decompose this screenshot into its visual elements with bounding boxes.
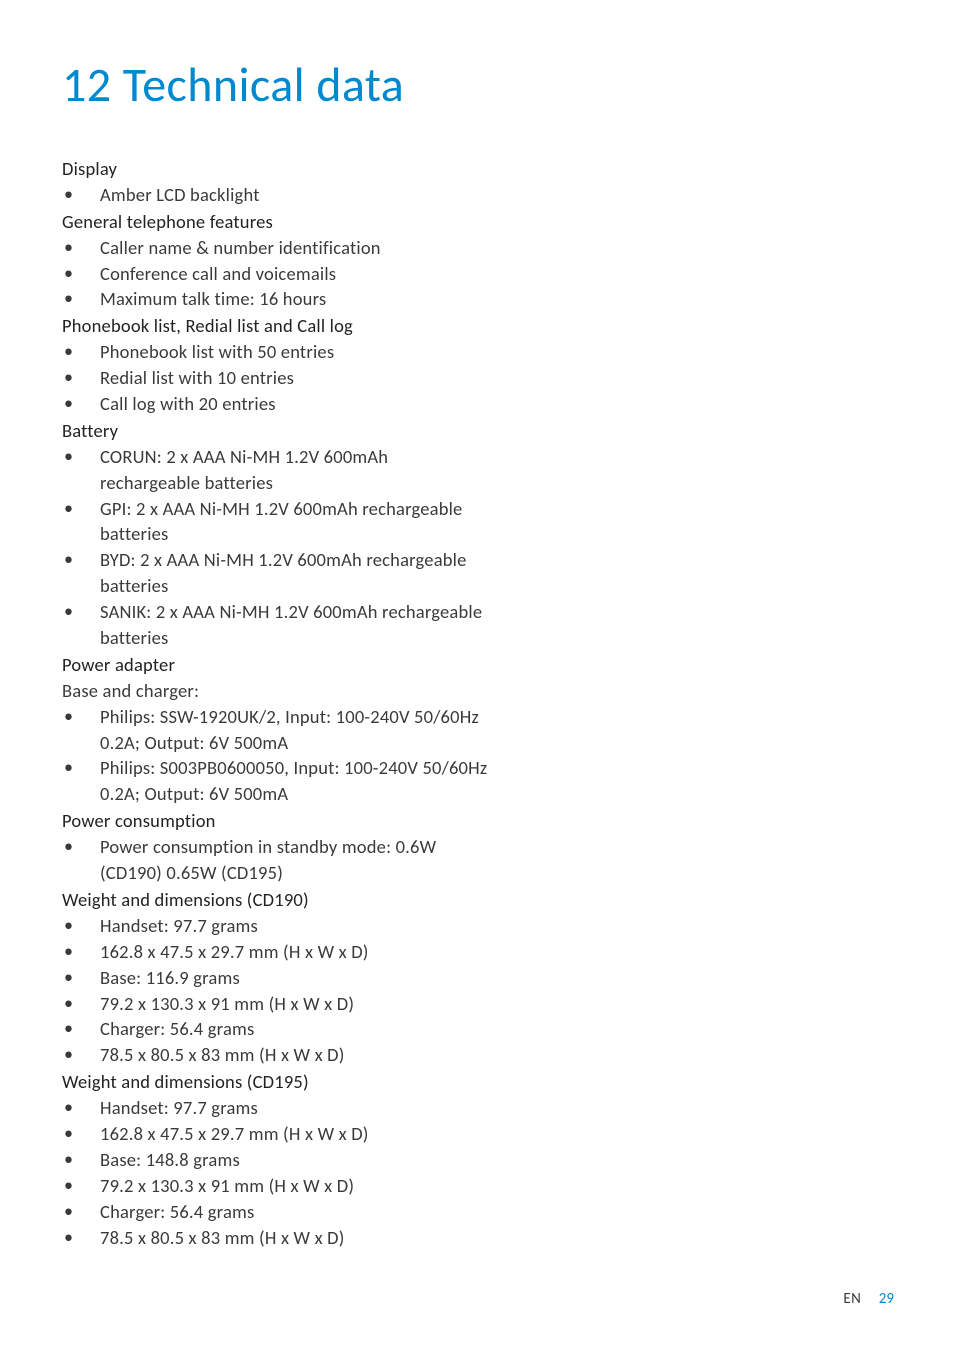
list-item: Caller name & number identification: [62, 235, 492, 261]
footer-page-number: 29: [879, 1290, 894, 1308]
section-heading: Phonebook list, Redial list and Call log: [62, 313, 492, 339]
page-footer: EN 29: [843, 1290, 894, 1308]
list-item: 162.8 x 47.5 x 29.7 mm (H x W x D): [62, 939, 492, 965]
bullet-list: Caller name & number identification Conf…: [62, 235, 492, 313]
bullet-list: Power consumption in standby mode: 0.6W …: [62, 834, 492, 886]
list-item: CORUN: 2 x AAA Ni-MH 1.2V 600mAh recharg…: [62, 444, 492, 496]
list-item: Call log with 20 entries: [62, 391, 492, 417]
chapter-name: Technical data: [123, 55, 404, 114]
list-item: Charger: 56.4 grams: [62, 1199, 492, 1225]
list-item: Philips: S003PB0600050, Input: 100-240V …: [62, 755, 492, 807]
section-intro: Base and charger:: [62, 678, 492, 704]
list-item: Redial list with 10 entries: [62, 365, 492, 391]
bullet-list: Philips: SSW-1920UK/2, Input: 100-240V 5…: [62, 704, 492, 808]
list-item: Phonebook list with 50 entries: [62, 339, 492, 365]
list-item: 78.5 x 80.5 x 83 mm (H x W x D): [62, 1225, 492, 1251]
section-heading: Display: [62, 156, 492, 182]
bullet-list: CORUN: 2 x AAA Ni-MH 1.2V 600mAh recharg…: [62, 444, 492, 651]
chapter-title: 12 Technical data: [62, 55, 894, 114]
list-item: Power consumption in standby mode: 0.6W …: [62, 834, 492, 886]
list-item: 79.2 x 130.3 x 91 mm (H x W x D): [62, 991, 492, 1017]
bullet-list: Amber LCD backlight: [62, 182, 492, 208]
section-heading: Weight and dimensions (CD190): [62, 887, 492, 913]
list-item: Base: 148.8 grams: [62, 1147, 492, 1173]
bullet-list: Handset: 97.7 grams 162.8 x 47.5 x 29.7 …: [62, 1095, 492, 1250]
list-item: Base: 116.9 grams: [62, 965, 492, 991]
list-item: Handset: 97.7 grams: [62, 1095, 492, 1121]
list-item: 78.5 x 80.5 x 83 mm (H x W x D): [62, 1042, 492, 1068]
list-item: SANIK: 2 x AAA Ni-MH 1.2V 600mAh recharg…: [62, 599, 492, 651]
list-item: GPI: 2 x AAA Ni-MH 1.2V 600mAh rechargea…: [62, 496, 492, 548]
list-item: Charger: 56.4 grams: [62, 1016, 492, 1042]
section-heading: General telephone features: [62, 209, 492, 235]
section-heading: Weight and dimensions (CD195): [62, 1069, 492, 1095]
list-item: 162.8 x 47.5 x 29.7 mm (H x W x D): [62, 1121, 492, 1147]
section-heading: Power adapter: [62, 652, 492, 678]
list-item: BYD: 2 x AAA Ni-MH 1.2V 600mAh rechargea…: [62, 547, 492, 599]
list-item: Maximum talk time: 16 hours: [62, 286, 492, 312]
chapter-number: 12: [62, 55, 111, 114]
list-item: Handset: 97.7 grams: [62, 913, 492, 939]
list-item: 79.2 x 130.3 x 91 mm (H x W x D): [62, 1173, 492, 1199]
list-item: Conference call and voicemails: [62, 261, 492, 287]
list-item: Amber LCD backlight: [62, 182, 492, 208]
bullet-list: Phonebook list with 50 entries Redial li…: [62, 339, 492, 417]
section-heading: Battery: [62, 418, 492, 444]
section-heading: Power consumption: [62, 808, 492, 834]
footer-lang: EN: [843, 1290, 861, 1308]
list-item: Philips: SSW-1920UK/2, Input: 100-240V 5…: [62, 704, 492, 756]
content-column: Display Amber LCD backlight General tele…: [62, 156, 492, 1250]
bullet-list: Handset: 97.7 grams 162.8 x 47.5 x 29.7 …: [62, 913, 492, 1068]
